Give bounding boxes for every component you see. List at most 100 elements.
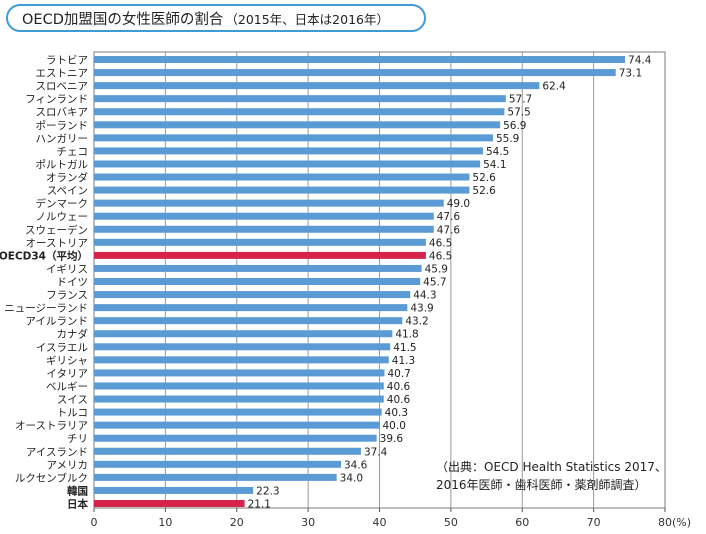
category-label: エストニア (36, 68, 89, 80)
x-tick-label: 70 (587, 516, 601, 529)
value-label: 43.2 (405, 316, 428, 328)
bar (94, 147, 483, 155)
category-label: トルコ (57, 407, 88, 419)
value-label: 43.9 (410, 303, 433, 315)
category-label: ポルトガル (36, 159, 89, 171)
category-label: イタリア (46, 368, 88, 380)
bar (94, 330, 393, 338)
value-label: 62.4 (542, 81, 566, 93)
bar (94, 95, 506, 103)
category-label: ルクセンブルク (15, 471, 88, 484)
value-label: 22.3 (256, 485, 279, 497)
value-label: 57.7 (509, 94, 532, 106)
bar (94, 473, 337, 481)
value-label: 34.6 (344, 459, 368, 471)
x-tick-label: 50 (444, 516, 458, 529)
value-label: 45.9 (425, 263, 448, 275)
category-label: オランダ (46, 171, 88, 184)
value-label: 52.6 (472, 172, 496, 184)
bar (94, 56, 626, 63)
category-label: スペイン (47, 185, 88, 197)
category-label: スロバキア (36, 107, 89, 119)
bar (94, 251, 426, 259)
category-label: ラトビア (46, 55, 88, 67)
chart-title: OECD加盟国の女性医師の割合 (22, 11, 224, 28)
bar (94, 186, 470, 194)
bar (94, 238, 426, 246)
category-label: カナダ (57, 328, 89, 341)
x-axis-unit: (%) (672, 516, 691, 529)
x-tick-label: 40 (373, 516, 387, 529)
value-label: 57.5 (507, 107, 530, 119)
category-label: アイスランド (26, 446, 88, 458)
value-label: 49.0 (447, 198, 470, 210)
bar (94, 500, 245, 507)
value-label: 55.9 (496, 133, 519, 145)
category-label: ベルギー (46, 381, 88, 393)
category-label: イスラエル (36, 342, 88, 354)
category-label: アイルランド (26, 316, 88, 328)
value-label: 47.6 (437, 224, 461, 236)
bar (94, 121, 501, 129)
source-note: （出典：OECD Health Statistics 2017、 2016年医師… (436, 458, 686, 494)
category-label: ギリシャ (46, 355, 88, 367)
category-label: ニュージーランド (4, 303, 88, 315)
value-label: 39.6 (380, 433, 404, 445)
x-tick-label: 60 (515, 516, 529, 529)
bar (94, 291, 411, 299)
bar (94, 408, 382, 416)
value-label: 41.5 (393, 342, 416, 354)
category-label: デンマーク (36, 197, 89, 210)
bar (94, 212, 434, 220)
value-label: 52.6 (472, 185, 496, 197)
bar (94, 82, 540, 90)
bar (94, 173, 470, 181)
x-tick-label: 80 (658, 516, 672, 529)
bar (94, 460, 341, 468)
bar (94, 278, 421, 285)
bar (94, 134, 493, 142)
chart-title-box: OECD加盟国の女性医師の割合 （2015年、日本は2016年） (6, 4, 426, 32)
category-label: フィンランド (25, 94, 88, 106)
x-tick-label: 0 (91, 516, 98, 529)
value-label: 54.1 (483, 159, 506, 171)
category-label: チェコ (57, 146, 89, 158)
x-tick-label: 30 (301, 516, 315, 529)
category-label: ドイツ (57, 277, 89, 289)
value-label: 46.5 (429, 237, 452, 249)
bar (94, 421, 380, 429)
value-label: 40.6 (387, 381, 411, 393)
category-label: オーストラリア (15, 420, 88, 432)
value-label: 46.5 (429, 250, 452, 262)
value-label: 34.0 (340, 472, 363, 484)
bar (94, 382, 384, 390)
bar (94, 434, 377, 442)
value-label: 40.3 (385, 407, 408, 419)
source-line-1: （出典：OECD Health Statistics 2017、 (436, 460, 667, 474)
value-label: 37.4 (364, 446, 388, 458)
category-label: OECD34（平均） (0, 249, 88, 262)
bar (94, 69, 616, 77)
value-label: 40.0 (383, 420, 406, 432)
value-label: 41.8 (395, 329, 418, 341)
category-label: アメリカ (47, 459, 88, 471)
bar (94, 447, 361, 455)
value-label: 73.1 (619, 68, 642, 80)
value-label: 40.6 (387, 394, 411, 406)
bar (94, 225, 434, 233)
bar (94, 395, 384, 403)
value-label: 45.7 (423, 277, 446, 289)
category-label: イギリス (46, 263, 88, 275)
category-label: ノルウェー (36, 211, 89, 223)
value-label: 40.7 (387, 368, 410, 380)
bar (94, 317, 403, 325)
category-label: オーストリア (26, 237, 88, 249)
value-label: 47.6 (437, 211, 461, 223)
bar (94, 356, 389, 364)
bar (94, 108, 505, 116)
value-label: 44.3 (413, 290, 436, 302)
value-label: 56.9 (503, 120, 526, 132)
x-tick-label: 10 (158, 516, 172, 529)
category-label: スロベニア (36, 81, 89, 93)
